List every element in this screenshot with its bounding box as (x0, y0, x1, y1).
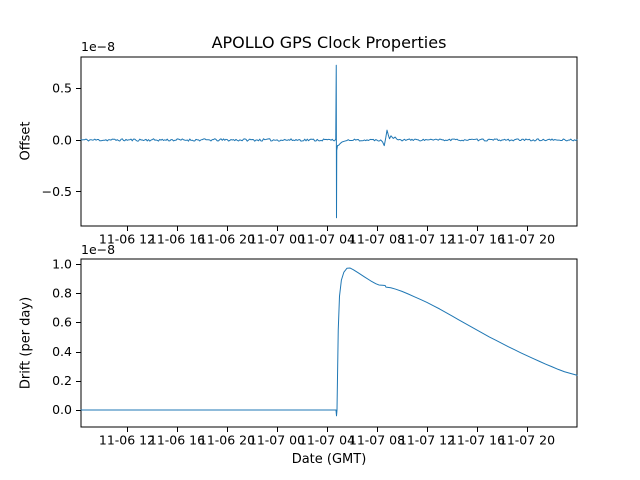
y-axis-multiplier-bottom: 1e−8 (81, 242, 116, 257)
x-tick-label: 11-06 20 (199, 232, 255, 247)
x-tick-label: 11-07 20 (499, 433, 555, 448)
offset-series-line (80, 64, 578, 219)
x-tick-label: 11-07 16 (449, 433, 505, 448)
x-tick-label: 11-07 12 (399, 433, 455, 448)
y-tick-label: 0.5 (52, 81, 72, 96)
x-tick-label: 11-07 08 (349, 433, 405, 448)
y-tick-label: 0.8 (52, 286, 72, 301)
x-tick-label: 11-06 16 (149, 433, 205, 448)
drift-series-line (80, 267, 578, 417)
y-tick-label: 0.0 (52, 132, 72, 147)
y-axis-multiplier-top: 1e−8 (81, 39, 116, 54)
x-tick-label: 11-07 12 (399, 232, 455, 247)
x-tick-label: 11-07 08 (349, 232, 405, 247)
x-tick-label: 11-06 12 (99, 232, 155, 247)
x-tick-label: 11-06 20 (199, 433, 255, 448)
y-tick-label: 1.0 (52, 256, 72, 271)
axes-frame (80, 258, 578, 428)
x-tick-label: 11-07 16 (449, 232, 505, 247)
x-axis-label: Date (GMT) (291, 452, 367, 467)
y-tick-label: 0.6 (52, 315, 72, 330)
x-tick-label: 11-06 16 (149, 232, 205, 247)
x-tick-label: 11-07 00 (249, 433, 305, 448)
axes-frame (80, 56, 578, 227)
y-tick-label: −0.5 (42, 184, 72, 199)
x-tick-label: 11-07 20 (499, 232, 555, 247)
x-tick-label: 11-07 04 (299, 232, 355, 247)
y-tick-label: 0.0 (52, 402, 72, 417)
y-tick-label: 0.2 (52, 373, 72, 388)
x-tick-label: 11-06 12 (99, 433, 155, 448)
y-tick-label: 0.4 (52, 344, 72, 359)
chart-title: APOLLO GPS Clock Properties (211, 33, 447, 52)
x-tick-label: 11-07 04 (299, 433, 355, 448)
x-tick-label: 11-07 00 (249, 232, 305, 247)
